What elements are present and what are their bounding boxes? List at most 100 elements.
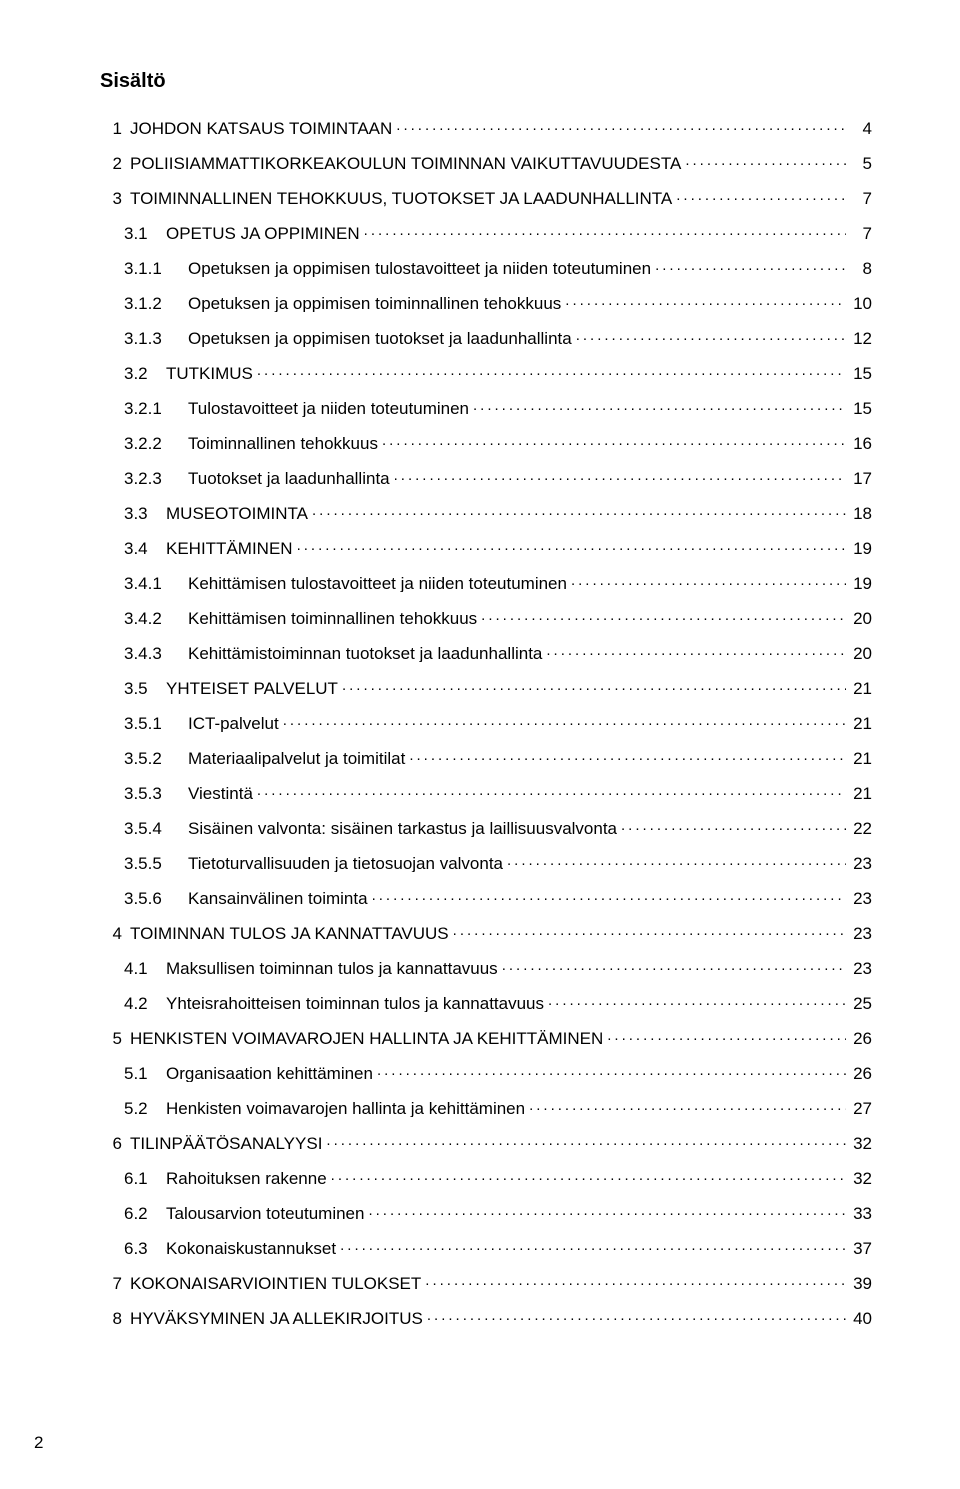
toc-row: 7KOKONAISARVIOINTIEN TULOKSET39: [100, 1272, 872, 1292]
toc-number: 6: [100, 1135, 130, 1152]
toc-page: 15: [850, 365, 872, 382]
toc-row: 3.1OPETUS JA OPPIMINEN 7: [100, 222, 872, 242]
toc-number: 3.4: [124, 540, 166, 557]
toc-page: 5: [850, 155, 872, 172]
toc-number: 3: [100, 190, 130, 207]
toc-number: 3.4.3: [124, 645, 188, 662]
toc-page: 4: [850, 120, 872, 137]
toc-number: 2: [100, 155, 130, 172]
toc-row: 5HENKISTEN VOIMAVAROJEN HALLINTA JA KEHI…: [100, 1027, 872, 1047]
toc-leader: [576, 327, 846, 344]
toc-page: 33: [850, 1205, 872, 1222]
toc-leader: [481, 607, 846, 624]
toc-list: 1JOHDON KATSAUS TOIMINTAAN42POLIISIAMMAT…: [100, 117, 872, 1327]
toc-number: 8: [100, 1310, 130, 1327]
toc-label: KEHITTÄMINEN: [166, 540, 293, 557]
toc-number: 6.1: [124, 1170, 166, 1187]
toc-label: Kehittämisen toiminnallinen tehokkuus: [188, 610, 477, 627]
toc-number: 4: [100, 925, 130, 942]
toc-number: 3.1.2: [124, 295, 188, 312]
toc-page: 10: [850, 295, 872, 312]
toc-page: 7: [850, 225, 872, 242]
toc-number: 3.2.3: [124, 470, 188, 487]
toc-number: 3.1: [124, 225, 166, 242]
toc-page: 15: [850, 400, 872, 417]
toc-number: 3.5.1: [124, 715, 188, 732]
toc-row: 3.1.1Opetuksen ja oppimisen tulostavoitt…: [100, 257, 872, 277]
toc-label: ICT-palvelut: [188, 715, 279, 732]
toc-page: 37: [850, 1240, 872, 1257]
toc-page: 39: [850, 1275, 872, 1292]
toc-row: 3.5.2Materiaalipalvelut ja toimitilat 21: [100, 747, 872, 767]
toc-page: 7: [850, 190, 872, 207]
toc-leader: [546, 642, 846, 659]
toc-leader: [297, 537, 846, 554]
toc-leader: [565, 292, 846, 309]
toc-number: 3.5.4: [124, 820, 188, 837]
toc-leader: [377, 1062, 846, 1079]
toc-page: 21: [850, 785, 872, 802]
toc-page: 21: [850, 680, 872, 697]
toc-page: 16: [850, 435, 872, 452]
toc-label: TILINPÄÄTÖSANALYYSI: [130, 1135, 322, 1152]
toc-number: 6.2: [124, 1205, 166, 1222]
toc-label: Organisaation kehittäminen: [166, 1065, 373, 1082]
toc-row: 3.2.3Tuotokset ja laadunhallinta17: [100, 467, 872, 487]
toc-row: 3.5.5Tietoturvallisuuden ja tietosuojan …: [100, 852, 872, 872]
toc-label: Sisäinen valvonta: sisäinen tarkastus ja…: [188, 820, 617, 837]
toc-label: Kehittämistoiminnan tuotokset ja laadunh…: [188, 645, 542, 662]
toc-label: TOIMINNALLINEN TEHOKKUUS, TUOTOKSET JA L…: [130, 190, 672, 207]
toc-leader: [312, 502, 846, 519]
toc-page: 21: [850, 750, 872, 767]
toc-label: POLIISIAMMATTIKORKEAKOULUN TOIMINNAN VAI…: [130, 155, 681, 172]
toc-page: 19: [850, 540, 872, 557]
toc-leader: [340, 1237, 846, 1254]
toc-label: Opetuksen ja oppimisen tulostavoitteet j…: [188, 260, 651, 277]
toc-row: 6.3Kokonaiskustannukset37: [100, 1237, 872, 1257]
toc-label: Kansainvälinen toiminta: [188, 890, 368, 907]
toc-row: 4.1Maksullisen toiminnan tulos ja kannat…: [100, 957, 872, 977]
toc-leader: [331, 1167, 846, 1184]
toc-leader: [453, 922, 846, 939]
toc-page: 40: [850, 1310, 872, 1327]
toc-label: TOIMINNAN TULOS JA KANNATTAVUUS: [130, 925, 449, 942]
toc-number: 3.2.1: [124, 400, 188, 417]
toc-number: 3.5.2: [124, 750, 188, 767]
toc-page: 20: [850, 610, 872, 627]
toc-label: Talousarvion toteutuminen: [166, 1205, 364, 1222]
toc-number: 3.2.2: [124, 435, 188, 452]
toc-label: Maksullisen toiminnan tulos ja kannattav…: [166, 960, 498, 977]
toc-page: 23: [850, 890, 872, 907]
toc-label: Opetuksen ja oppimisen tuotokset ja laad…: [188, 330, 572, 347]
toc-row: 5.1Organisaation kehittäminen 26: [100, 1062, 872, 1082]
toc-leader: [502, 957, 846, 974]
toc-label: Materiaalipalvelut ja toimitilat: [188, 750, 405, 767]
toc-leader: [364, 222, 846, 239]
toc-row: 4TOIMINNAN TULOS JA KANNATTAVUUS23: [100, 922, 872, 942]
toc-number: 5.1: [124, 1065, 166, 1082]
toc-row: 6.1Rahoituksen rakenne32: [100, 1167, 872, 1187]
toc-number: 5.2: [124, 1100, 166, 1117]
toc-leader: [342, 677, 846, 694]
toc-row: 2POLIISIAMMATTIKORKEAKOULUN TOIMINNAN VA…: [100, 152, 872, 172]
toc-number: 5: [100, 1030, 130, 1047]
toc-page: 8: [850, 260, 872, 277]
toc-page: 19: [850, 575, 872, 592]
toc-row: 3.5YHTEISET PALVELUT21: [100, 677, 872, 697]
toc-leader: [409, 747, 846, 764]
toc-number: 3.5.3: [124, 785, 188, 802]
toc-number: 3.5.5: [124, 855, 188, 872]
toc-page: 26: [850, 1065, 872, 1082]
toc-leader: [676, 187, 846, 204]
toc-page: 23: [850, 960, 872, 977]
toc-leader: [382, 432, 846, 449]
toc-number: 3.3: [124, 505, 166, 522]
toc-label: OPETUS JA OPPIMINEN: [166, 225, 360, 242]
toc-label: Viestintä: [188, 785, 253, 802]
toc-number: 1: [100, 120, 130, 137]
toc-page: 32: [850, 1170, 872, 1187]
toc-leader: [548, 992, 846, 1009]
toc-row: 8HYVÄKSYMINEN JA ALLEKIRJOITUS40: [100, 1307, 872, 1327]
toc-row: 3.1.3Opetuksen ja oppimisen tuotokset ja…: [100, 327, 872, 347]
toc-number: 3.4.2: [124, 610, 188, 627]
